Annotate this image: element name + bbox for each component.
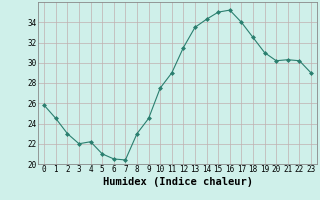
X-axis label: Humidex (Indice chaleur): Humidex (Indice chaleur): [103, 177, 252, 187]
